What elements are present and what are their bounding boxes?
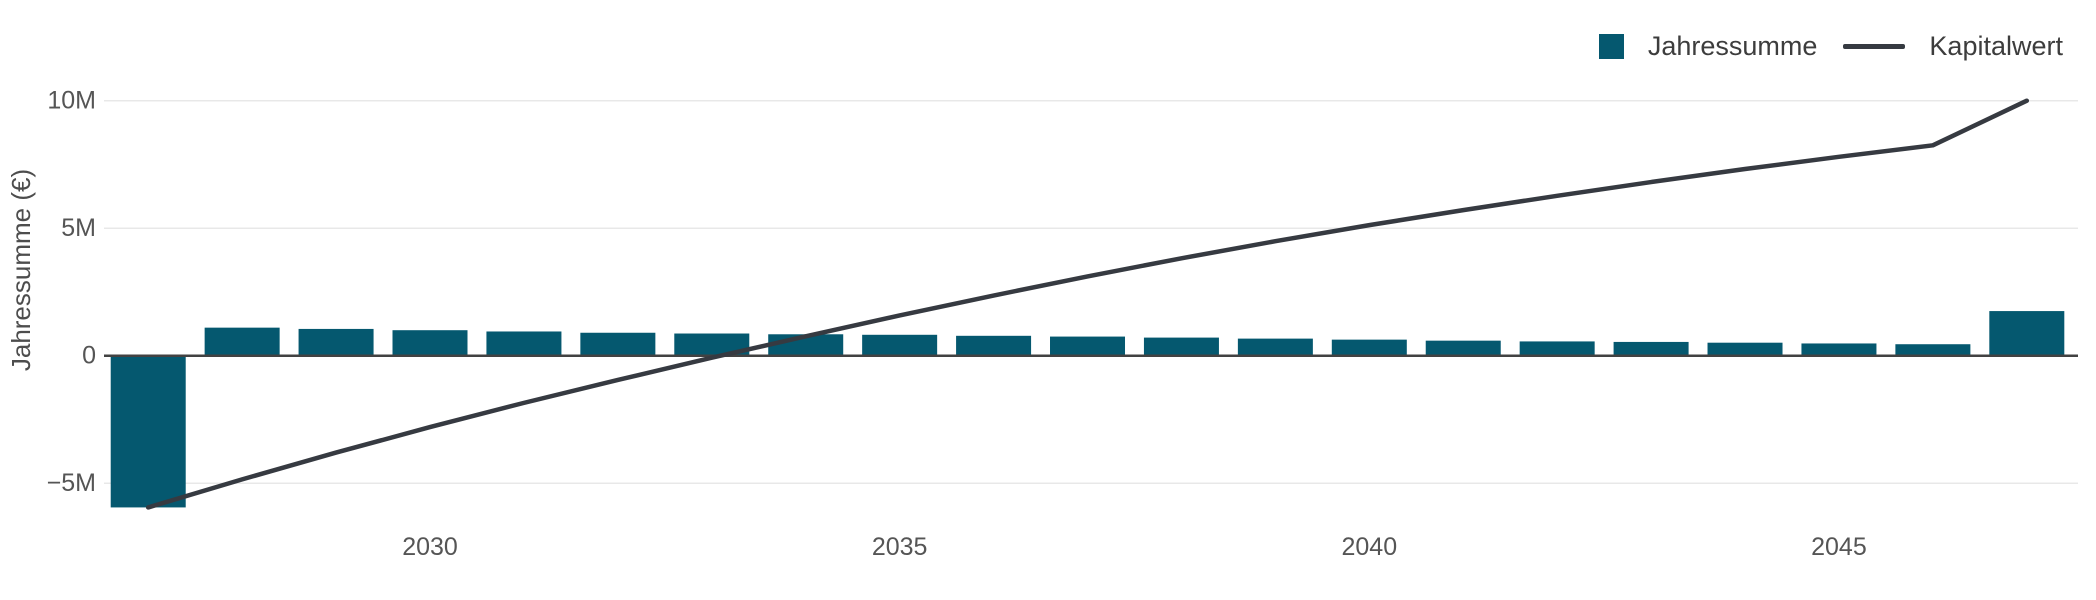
bar-2046 bbox=[1895, 344, 1971, 356]
bar-2040 bbox=[1331, 339, 1407, 356]
x-tick-label-2045: 2045 bbox=[1811, 533, 1867, 561]
bar-2038 bbox=[1143, 337, 1219, 356]
x-tick-label-2035: 2035 bbox=[872, 533, 928, 561]
y-tick-label-0: 0 bbox=[82, 342, 96, 370]
chart-legend: Jahressumme Kapitalwert bbox=[1598, 31, 2063, 61]
bar-2028 bbox=[204, 327, 280, 356]
y-tick-label-−5M: −5M bbox=[47, 469, 96, 497]
y-axis-title: Jahressumme (€) bbox=[6, 169, 36, 371]
legend-label-jahressumme: Jahressumme bbox=[1647, 31, 1818, 61]
bar-2031 bbox=[486, 331, 562, 356]
bar-2039 bbox=[1237, 338, 1313, 356]
bar-2033 bbox=[674, 333, 750, 356]
x-tick-label-2030: 2030 bbox=[402, 533, 458, 561]
bar-2027 bbox=[110, 355, 186, 508]
kapitalwert-line bbox=[145, 98, 2030, 510]
jahressumme-swatch-icon bbox=[1598, 34, 1624, 59]
bar-2030 bbox=[392, 330, 468, 356]
legend-item-kapitalwert: Kapitalwert bbox=[1843, 33, 2063, 60]
bar-2035 bbox=[862, 334, 938, 356]
bar-2041 bbox=[1425, 340, 1501, 356]
bar-2029 bbox=[298, 328, 374, 356]
y-tick-label-5M: 5M bbox=[61, 214, 96, 242]
legend-label-kapitalwert: Kapitalwert bbox=[1929, 31, 2063, 61]
bar-2047 bbox=[1989, 311, 2065, 356]
bar-2045 bbox=[1801, 343, 1877, 356]
kapitalwert-line-icon bbox=[1843, 44, 1906, 49]
bar-2042 bbox=[1519, 341, 1595, 356]
bar-2044 bbox=[1707, 342, 1783, 356]
bar-2043 bbox=[1613, 341, 1689, 356]
bar-2036 bbox=[956, 335, 1032, 356]
bar-2032 bbox=[580, 332, 656, 356]
y-tick-label-10M: 10M bbox=[47, 87, 96, 115]
legend-item-jahressumme: Jahressumme bbox=[1598, 31, 1818, 61]
x-tick-label-2040: 2040 bbox=[1341, 533, 1397, 561]
bar-2037 bbox=[1050, 336, 1126, 356]
